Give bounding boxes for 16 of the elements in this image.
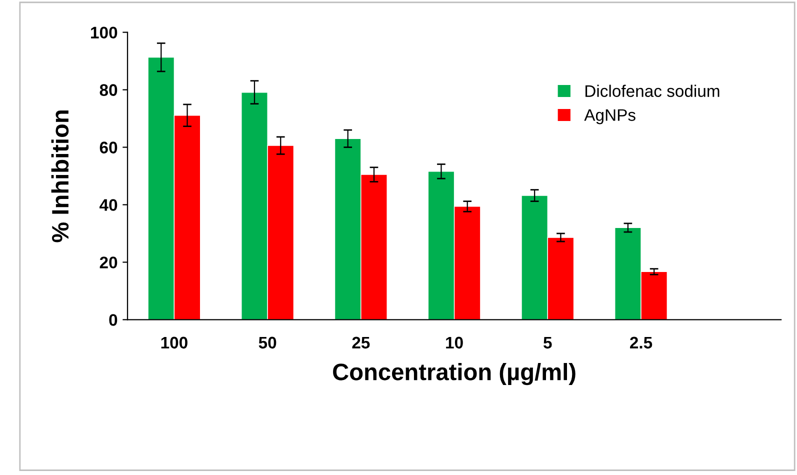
x-tick-label: 50 — [258, 336, 276, 349]
y-tick-label: 0 — [109, 314, 118, 326]
y-tick-label: 100 — [91, 26, 118, 39]
y-tick-label: 20 — [100, 256, 118, 268]
x-tick-label: 2.5 — [630, 336, 652, 349]
x-axis-title: Concentration (µg/ml) — [333, 362, 576, 386]
legend-label: AgNPs — [584, 109, 636, 124]
y-axis-title: % Inhibition — [51, 110, 69, 242]
x-tick-label: 5 — [544, 336, 552, 349]
y-tick-label: 80 — [100, 84, 118, 96]
legend-label: Diclofenac sodium — [586, 84, 720, 97]
x-tick-label: 25 — [352, 336, 370, 349]
x-tick-label: 100 — [161, 336, 188, 349]
x-tick-label: 10 — [446, 336, 463, 349]
y-tick-label: 40 — [100, 199, 118, 211]
y-tick-label: 60 — [100, 142, 118, 154]
